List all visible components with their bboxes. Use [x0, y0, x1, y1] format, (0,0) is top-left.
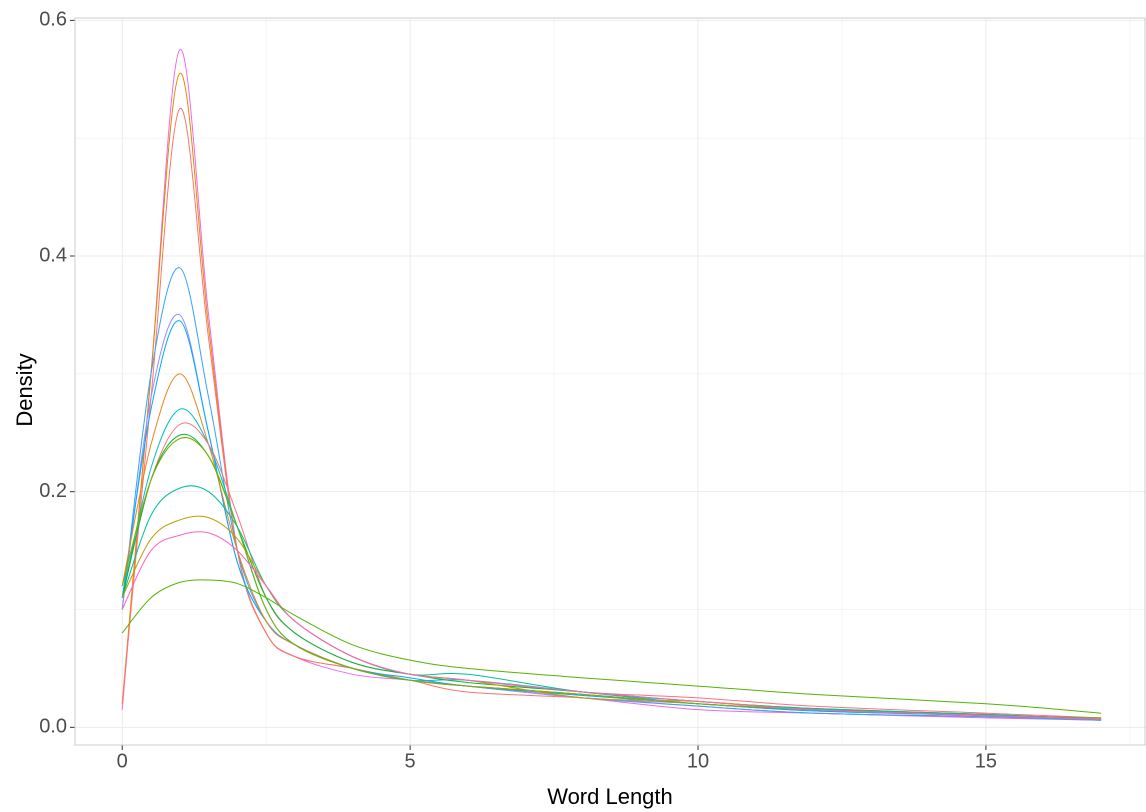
- density-line: [121, 373, 1102, 719]
- density-line: [121, 72, 1102, 720]
- density-line: [121, 437, 1102, 719]
- y-tick-label: 0.6: [39, 9, 67, 31]
- density-line: [121, 422, 1102, 719]
- y-tick-label: 0.4: [39, 244, 67, 266]
- y-tick-label: 0.0: [39, 716, 67, 738]
- x-tick-label: 5: [405, 750, 416, 772]
- density-line: [121, 579, 1102, 714]
- density-line: [121, 408, 1102, 720]
- density-line: [121, 531, 1102, 720]
- density-line: [121, 49, 1102, 721]
- y-tick-label: 0.2: [39, 480, 67, 502]
- density-line: [121, 320, 1102, 720]
- density-line: [121, 515, 1102, 720]
- x-axis-title: Word Length: [547, 784, 673, 809]
- panel-border: [74, 17, 1146, 746]
- density-line: [121, 267, 1102, 721]
- density-line: [121, 313, 1102, 720]
- x-tick-label: 10: [687, 750, 709, 772]
- x-tick-label: 15: [975, 750, 997, 772]
- density-line: [121, 433, 1102, 720]
- y-axis-title: Density: [12, 353, 37, 426]
- density-line: [121, 108, 1102, 721]
- x-tick-label: 0: [117, 750, 128, 772]
